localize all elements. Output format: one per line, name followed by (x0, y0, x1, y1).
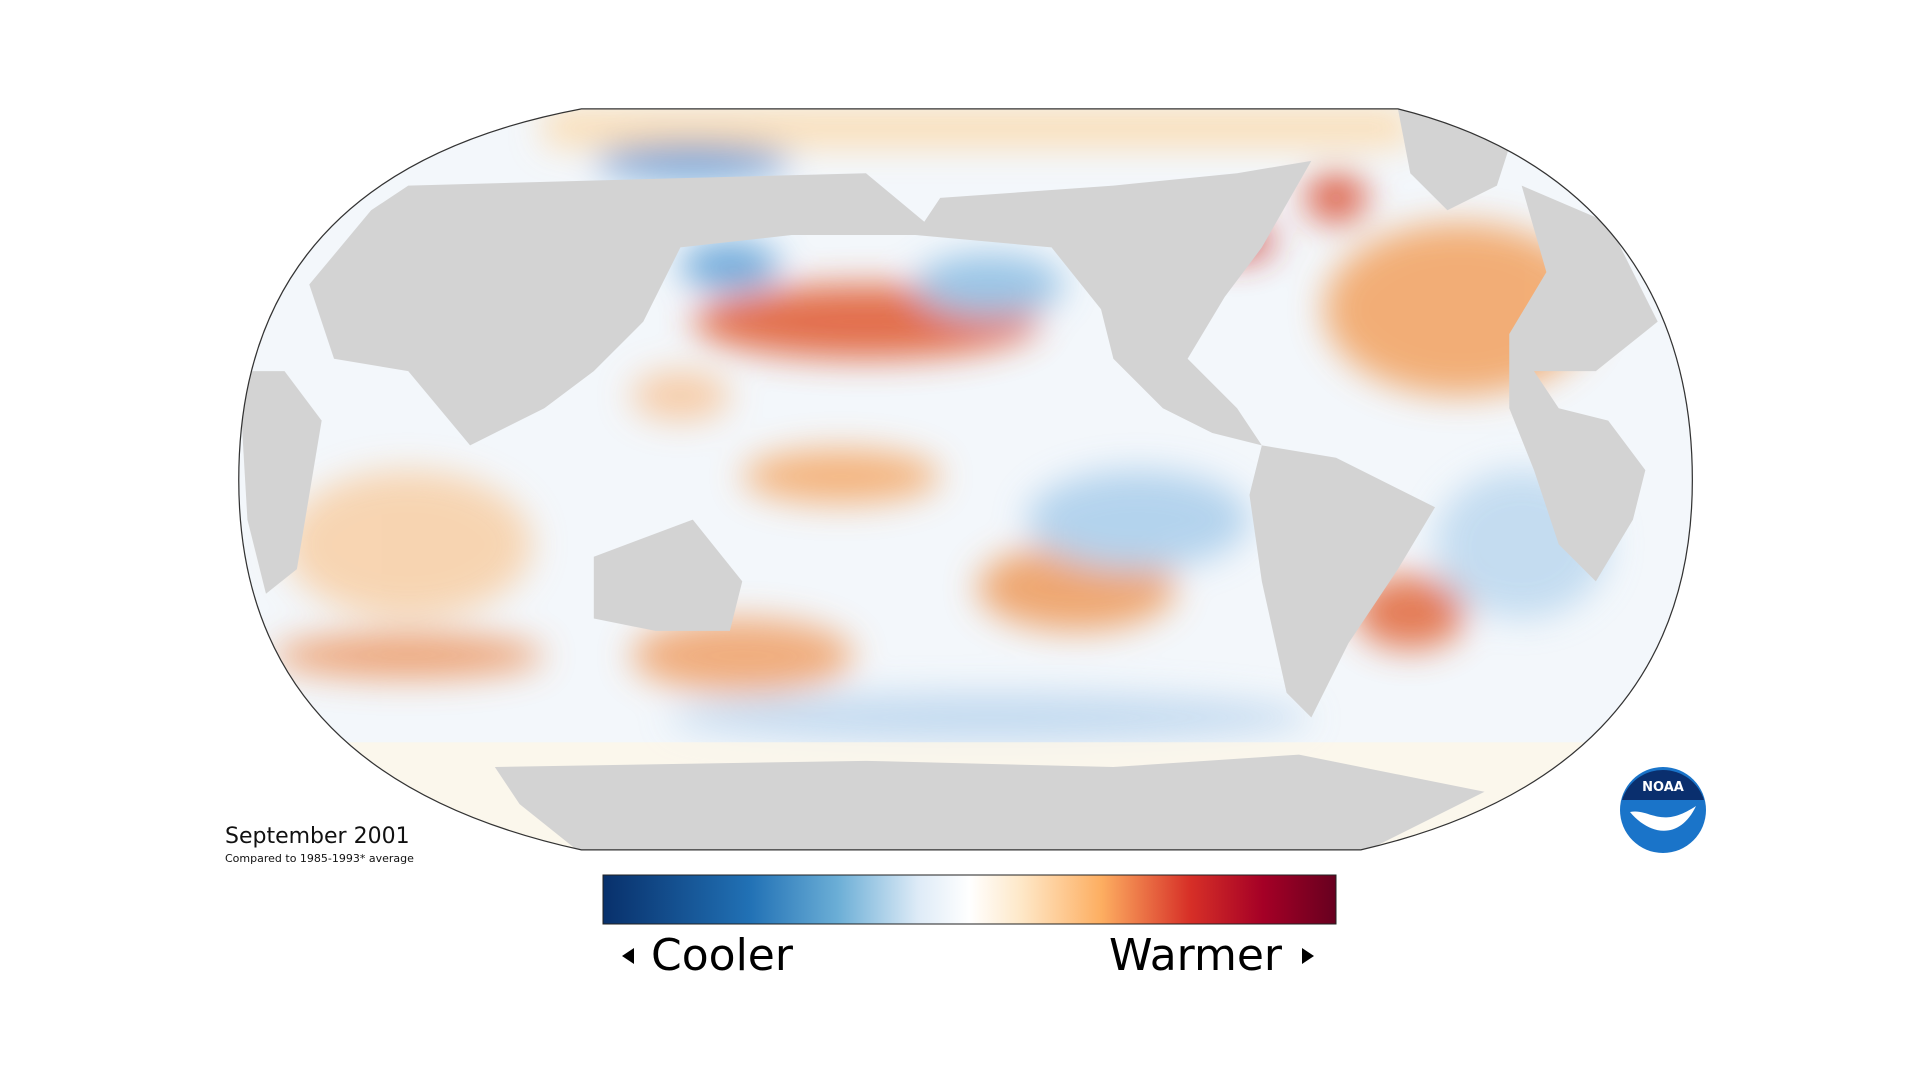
arrow-right (1302, 948, 1314, 964)
baseline-note: Compared to 1985-1993* average (225, 852, 414, 865)
legend-low: Cooler (651, 930, 794, 981)
colorbar (602, 874, 1337, 925)
arrow-left (622, 948, 634, 964)
ocean-anomaly (238, 108, 1693, 850)
legend-high: Warmer (1109, 930, 1283, 981)
noaa-logo: NOAA (1620, 767, 1706, 853)
map-date: September 2001 (225, 824, 410, 849)
map-outline (238, 108, 1693, 851)
logo-text: NOAA (1642, 780, 1684, 795)
land (238, 108, 1658, 850)
map (238, 108, 1693, 851)
